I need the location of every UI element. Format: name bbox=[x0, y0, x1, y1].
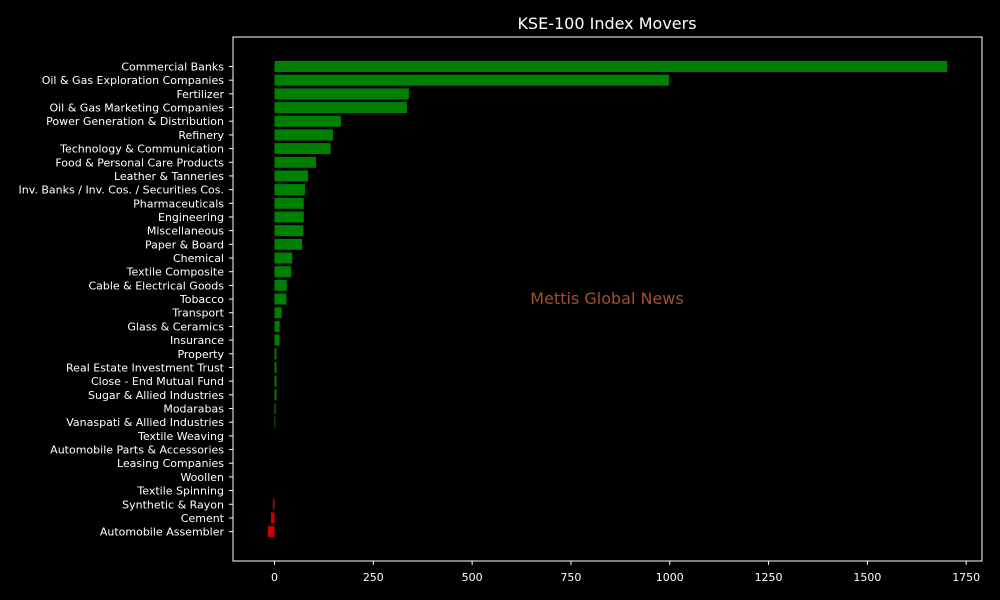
bar-oil-gas-marketing-companies bbox=[274, 102, 407, 114]
category-label: Textile Composite bbox=[126, 266, 225, 279]
category-label: Paper & Board bbox=[145, 238, 224, 251]
bar-engineering bbox=[274, 211, 304, 223]
category-label: Pharmaceuticals bbox=[133, 197, 224, 210]
bar-real-estate-investment-trust bbox=[274, 361, 277, 373]
category-label: Commercial Banks bbox=[121, 61, 224, 74]
category-label: Automobile Parts & Accessories bbox=[50, 444, 224, 457]
x-axis-ticks: 0 250 500 750 1000 1250 1500 1750 bbox=[271, 561, 980, 584]
bar-synthetic-rayon bbox=[272, 498, 275, 510]
bar-modarabas bbox=[274, 403, 276, 414]
bar-food-personal-care-products bbox=[274, 156, 317, 168]
category-label: Cable & Electrical Goods bbox=[88, 279, 224, 292]
category-label: Refinery bbox=[178, 129, 224, 142]
category-label: Close - End Mutual Fund bbox=[91, 375, 224, 388]
bar-technology-communication bbox=[274, 143, 331, 155]
category-label: Leather & Tanneries bbox=[114, 170, 224, 183]
bar-property bbox=[274, 348, 277, 360]
category-label: Real Estate Investment Trust bbox=[66, 361, 225, 374]
x-tick-label: 1000 bbox=[656, 571, 684, 584]
watermark-text: Mettis Global News bbox=[530, 289, 683, 308]
bar-close-end-mutual-fund bbox=[274, 375, 277, 387]
bar-textile-composite bbox=[274, 266, 292, 278]
bar-vanaspati-allied-industries bbox=[274, 416, 276, 428]
bar-commercial-banks bbox=[274, 61, 948, 72]
category-label: Cement bbox=[181, 512, 225, 525]
bar-tobacco bbox=[274, 293, 287, 305]
chart-title: KSE-100 Index Movers bbox=[517, 14, 696, 33]
category-label: Tobacco bbox=[179, 293, 224, 306]
bar-miscellaneous bbox=[274, 225, 304, 237]
category-label: Food & Personal Care Products bbox=[55, 156, 224, 169]
category-label: Insurance bbox=[170, 334, 224, 347]
category-label: Vanaspati & Allied Industries bbox=[66, 416, 224, 429]
bar-cable-electrical-goods bbox=[274, 279, 287, 291]
bar-fertilizer bbox=[274, 88, 409, 100]
category-label: Textile Weaving bbox=[137, 430, 224, 443]
category-label: Oil & Gas Exploration Companies bbox=[42, 74, 225, 87]
bar-sugar-allied-industries bbox=[274, 389, 277, 401]
category-label: Miscellaneous bbox=[147, 225, 224, 238]
x-tick-label: 750 bbox=[560, 571, 581, 584]
category-label: Property bbox=[177, 348, 224, 361]
bar-inv-banks-inv-cos-securities-cos bbox=[274, 184, 305, 196]
category-label: Synthetic & Rayon bbox=[122, 498, 224, 511]
x-tick-label: 0 bbox=[271, 571, 278, 584]
category-label: Chemical bbox=[173, 252, 224, 265]
bar-chemical bbox=[274, 252, 293, 264]
category-label: Woollen bbox=[180, 471, 224, 484]
x-tick-label: 1750 bbox=[952, 571, 980, 584]
bar-insurance bbox=[274, 334, 280, 346]
bar-oil-gas-exploration-companies bbox=[274, 74, 669, 86]
category-label: Transport bbox=[171, 307, 224, 320]
category-label: Fertilizer bbox=[176, 88, 224, 101]
bar-transport bbox=[274, 307, 282, 319]
category-label: Sugar & Allied Industries bbox=[88, 389, 224, 402]
x-tick-label: 500 bbox=[462, 571, 483, 584]
x-tick-label: 1500 bbox=[853, 571, 881, 584]
category-label: Modarabas bbox=[163, 403, 224, 416]
category-label: Automobile Assembler bbox=[100, 526, 225, 539]
category-label: Glass & Ceramics bbox=[127, 320, 224, 333]
bar-pharmaceuticals bbox=[274, 197, 304, 209]
bar-cement bbox=[270, 512, 275, 524]
x-tick-label: 1250 bbox=[755, 571, 783, 584]
category-label: Leasing Companies bbox=[117, 457, 224, 470]
category-label: Power Generation & Distribution bbox=[46, 115, 224, 128]
category-label: Textile Spinning bbox=[136, 485, 224, 498]
bar-leather-tanneries bbox=[274, 170, 309, 182]
bars-group bbox=[267, 61, 948, 538]
bar-automobile-assembler bbox=[267, 526, 275, 538]
category-label: Engineering bbox=[158, 211, 224, 224]
category-label: Inv. Banks / Inv. Cos. / Securities Cos. bbox=[19, 184, 224, 197]
bar-paper-board bbox=[274, 238, 303, 250]
bar-power-generation-distribution bbox=[274, 115, 341, 127]
bar-glass-ceramics bbox=[274, 320, 280, 332]
category-label: Oil & Gas Marketing Companies bbox=[49, 102, 224, 115]
bar-refinery bbox=[274, 129, 333, 141]
category-label: Technology & Communication bbox=[59, 143, 224, 156]
x-tick-label: 250 bbox=[363, 571, 384, 584]
